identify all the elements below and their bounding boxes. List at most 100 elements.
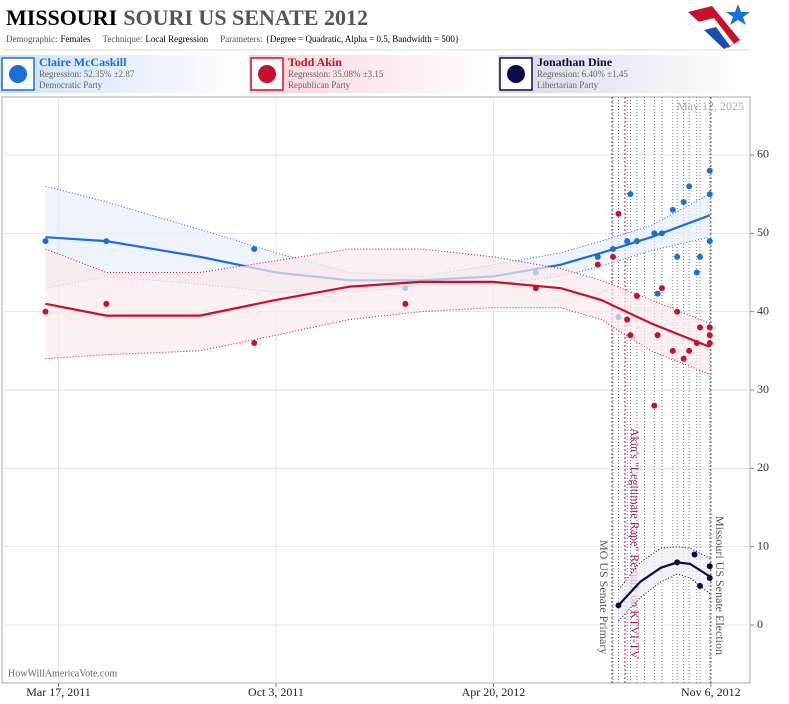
legend-party: Republican Party [288,80,351,90]
demographic: Females [60,34,90,44]
legend-party: Libertarian Party [537,80,599,90]
technique: Local Regression [145,34,208,44]
header: MISSOURI SOURI US SENATE 2012 Demographic… [2,4,750,51]
poll-point [658,230,665,237]
poll-point [624,316,631,323]
legend-icon-mark [258,65,276,83]
poll-point [674,559,681,566]
poll-point [669,206,676,213]
poll-point [610,253,617,260]
confidence-band [45,249,710,375]
poll-point [706,167,713,174]
poll-point [103,238,110,245]
event-label: Missouri US Senate Election [713,516,727,655]
poll-point [686,183,693,190]
legend-name: Jonathan Dine [537,55,613,69]
poll-point [669,347,676,354]
poll-point [706,324,713,331]
poll-point [103,300,110,307]
poll-point [696,253,703,260]
x-tick-label: Nov 6, 2012 [681,685,741,699]
x-tick-label: Apr 20, 2012 [462,685,526,699]
title-rest: SOURI US SENATE 2012 [123,5,368,30]
poll-point [686,347,693,354]
poll-point [594,261,601,268]
parameters: {Degree = Quadratic, Alpha = 0.5, Bandwi… [266,34,460,44]
legend-box [498,55,746,93]
poll-point [651,230,658,237]
legend-name: Todd Akin [288,55,342,69]
poll-point [624,238,631,245]
poll-point [706,563,713,570]
parameters-label: Parameters: [220,34,262,44]
poll-point [658,285,665,292]
poll-point [627,332,634,339]
poll-point [402,300,409,307]
source: HowWillAmericaVote.com [8,668,117,679]
band-upper [45,248,710,324]
title: MISSOURI SOURI US SENATE 2012 [6,5,368,30]
poll-point [696,324,703,331]
poll-point [706,191,713,198]
poll-point [615,602,622,609]
poll-point [693,269,700,276]
event-label: Akin's "Legitimate Rape" Remark on KTVI-… [628,428,642,659]
poll-point [680,355,687,362]
y-tick-label: 30 [757,382,769,396]
poll-point [651,402,658,409]
y-tick-label: 60 [757,147,769,161]
poll-point [654,332,661,339]
regression-line [617,561,711,607]
band-upper [618,546,711,591]
x-tick-label: Oct 3, 2011 [248,685,304,699]
poll-point [674,308,681,315]
plot: 0 10 20 30 40 50 60 Mar 17, 2011 Oct 3, 2011 Apr … [2,97,769,699]
poll-point [696,582,703,589]
poll-point [532,285,539,292]
title-state: MISSOURI [6,5,117,30]
legend-regression: Regression: 6.40% ±1.45 [537,69,628,79]
technique-label: Technique: [102,34,142,44]
poll-point [615,210,622,217]
poll-point [610,245,617,252]
regression-line [45,280,711,348]
y-tick-label: 0 [757,617,763,631]
poll-point [691,551,698,558]
poll-point [42,308,49,315]
poll-point [693,339,700,346]
legend-icon-mark [507,65,525,83]
poll-point [633,292,640,299]
poll-point [251,339,258,346]
poll-point [674,253,681,260]
poll-point [627,191,634,198]
demographic-label: Demographic: [6,34,57,44]
poll-point [594,253,601,260]
date-stamp: May 12, 2025 [677,99,744,113]
y-tick-label: 10 [757,538,769,552]
y-tick-label: 20 [757,460,769,474]
poll-point [680,198,687,205]
poll-point [706,339,713,346]
poll-point [706,238,713,245]
poll-point [251,245,258,252]
legend-box [0,55,248,93]
y-tick-label: 40 [757,303,769,317]
poll-point [706,575,713,582]
y-tick-label: 50 [757,225,769,239]
legend-name: Claire McCaskill [39,55,127,69]
band-lower [618,573,711,622]
confidence-band [618,546,710,622]
logo [2,4,750,51]
legend-icon-mark [9,65,27,83]
event-label: MO US Senate Primary [597,540,611,654]
poll-point [633,238,640,245]
poll-point [654,290,661,297]
legend-party: Democratic Party [39,80,103,90]
band-lower [45,307,710,375]
x-tick-label: Mar 17, 2011 [26,685,91,699]
poll-point [42,238,49,245]
subtitle: Demographic: Females Technique: Local Regre… [6,34,459,44]
